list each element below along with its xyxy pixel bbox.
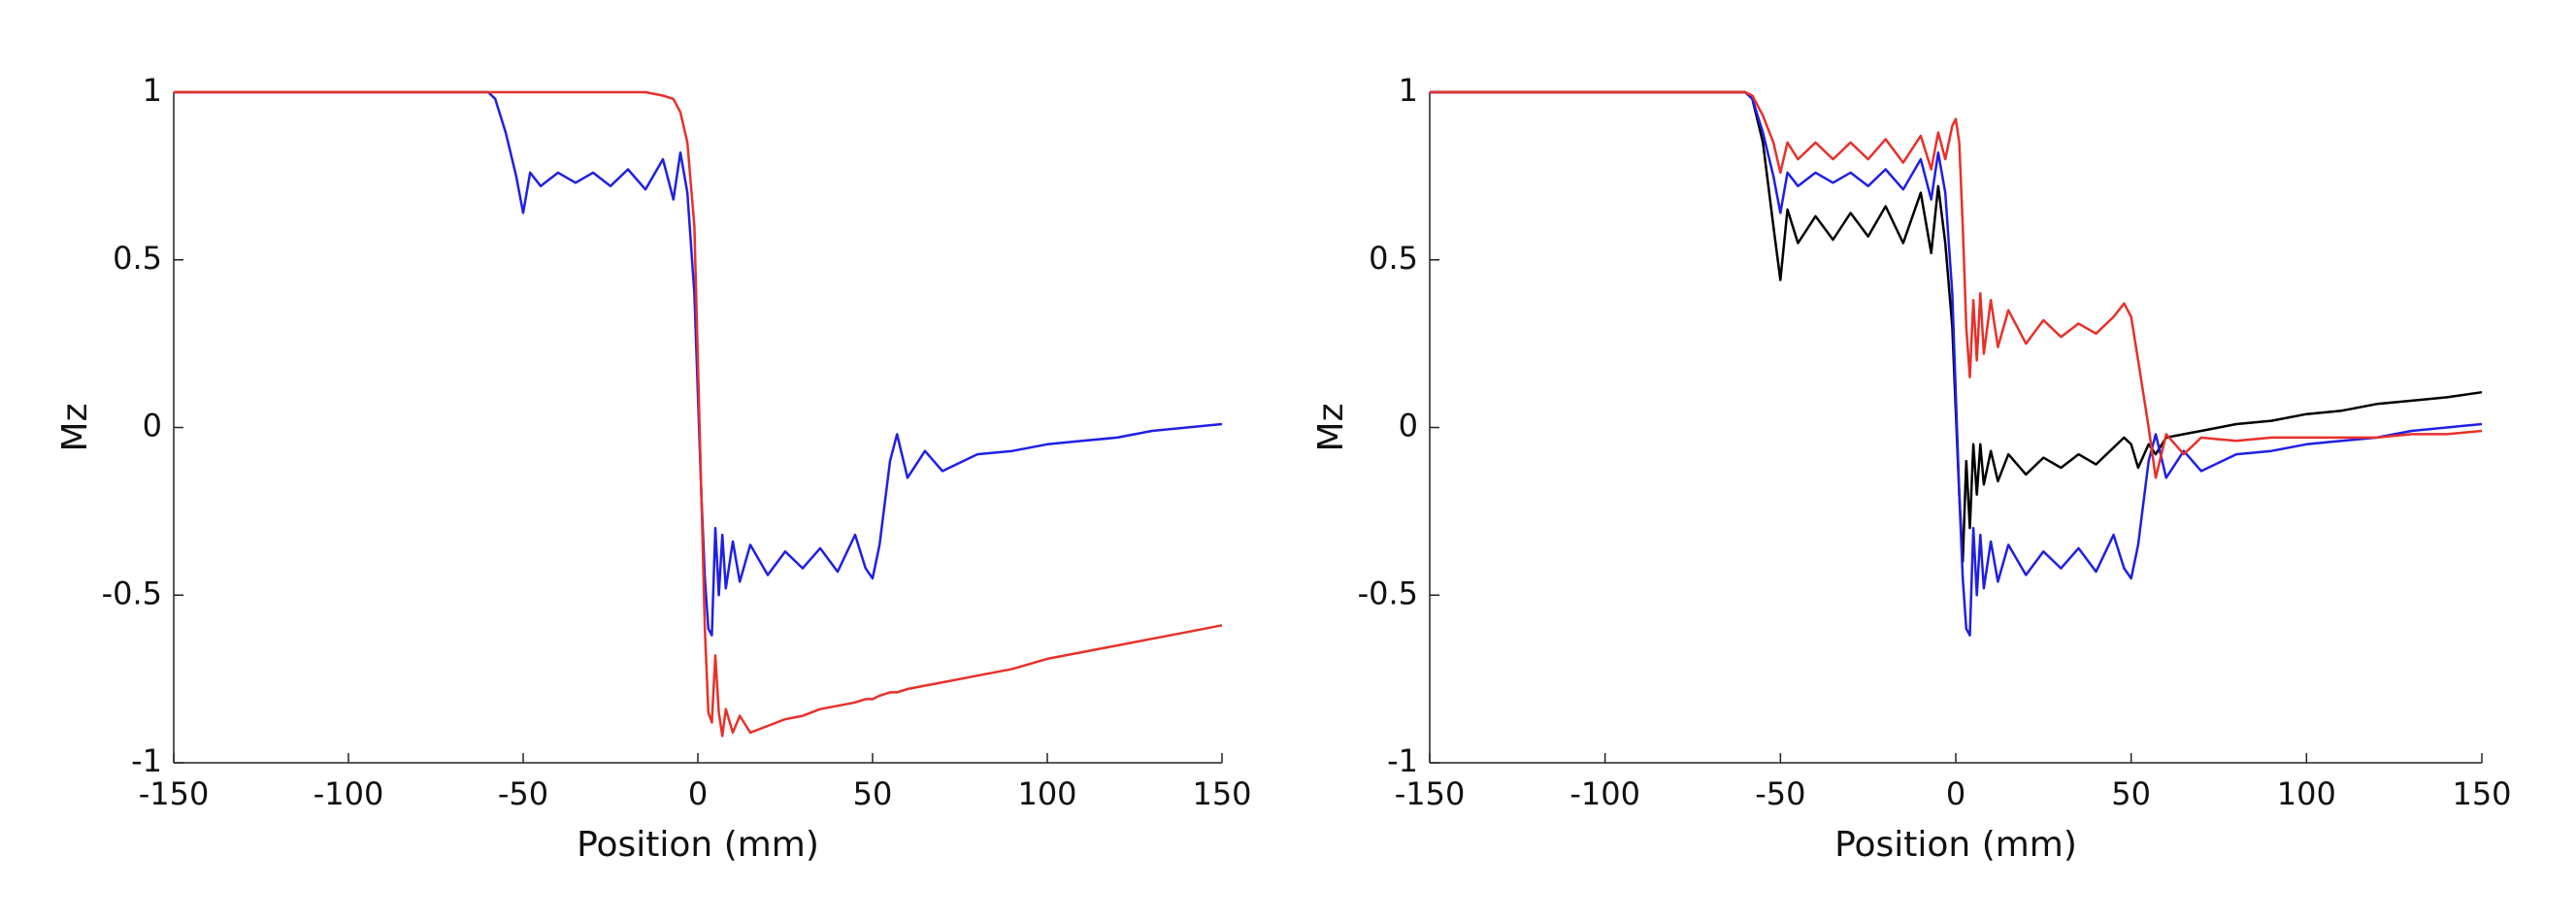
series-line — [1430, 90, 2483, 479]
x-axis-label: Position (mm) — [1834, 825, 2077, 865]
y-tick-label: -1 — [131, 742, 162, 779]
x-tick-label: 50 — [853, 775, 893, 812]
x-axis-label: Position (mm) — [577, 825, 819, 865]
x-tick-label: -100 — [1569, 775, 1640, 812]
x-tick-label: -50 — [498, 775, 548, 812]
y-tick-label: -1 — [1387, 742, 1418, 779]
series-line — [1430, 90, 2483, 563]
x-tick-label: -150 — [139, 775, 210, 812]
series-line — [1430, 90, 2483, 637]
x-tick-label: -100 — [314, 775, 384, 812]
y-tick-label: 1 — [143, 72, 162, 109]
x-tick-label: 100 — [1017, 775, 1076, 812]
series-line — [174, 90, 1223, 637]
y-tick-label: -0.5 — [1358, 575, 1418, 611]
y-axis-label: Mz — [55, 404, 95, 452]
x-tick-label: 100 — [2277, 775, 2336, 812]
y-tick-label: 0.5 — [113, 240, 162, 277]
y-tick-label: -0.5 — [102, 575, 162, 611]
x-tick-label: 0 — [1946, 775, 1965, 812]
x-tick-label: 150 — [2452, 775, 2511, 812]
x-tick-label: -150 — [1395, 775, 1466, 812]
y-tick-label: 0 — [143, 408, 162, 444]
x-tick-label: 150 — [1192, 775, 1251, 812]
y-tick-label: 1 — [1399, 72, 1418, 109]
y-axis-label: Mz — [1311, 404, 1351, 452]
y-tick-label: 0 — [1399, 408, 1418, 444]
series-line — [174, 90, 1223, 738]
x-tick-label: -50 — [1755, 775, 1805, 812]
x-tick-label: 0 — [688, 775, 708, 812]
y-tick-label: 0.5 — [1369, 240, 1418, 277]
x-tick-label: 50 — [2111, 775, 2151, 812]
